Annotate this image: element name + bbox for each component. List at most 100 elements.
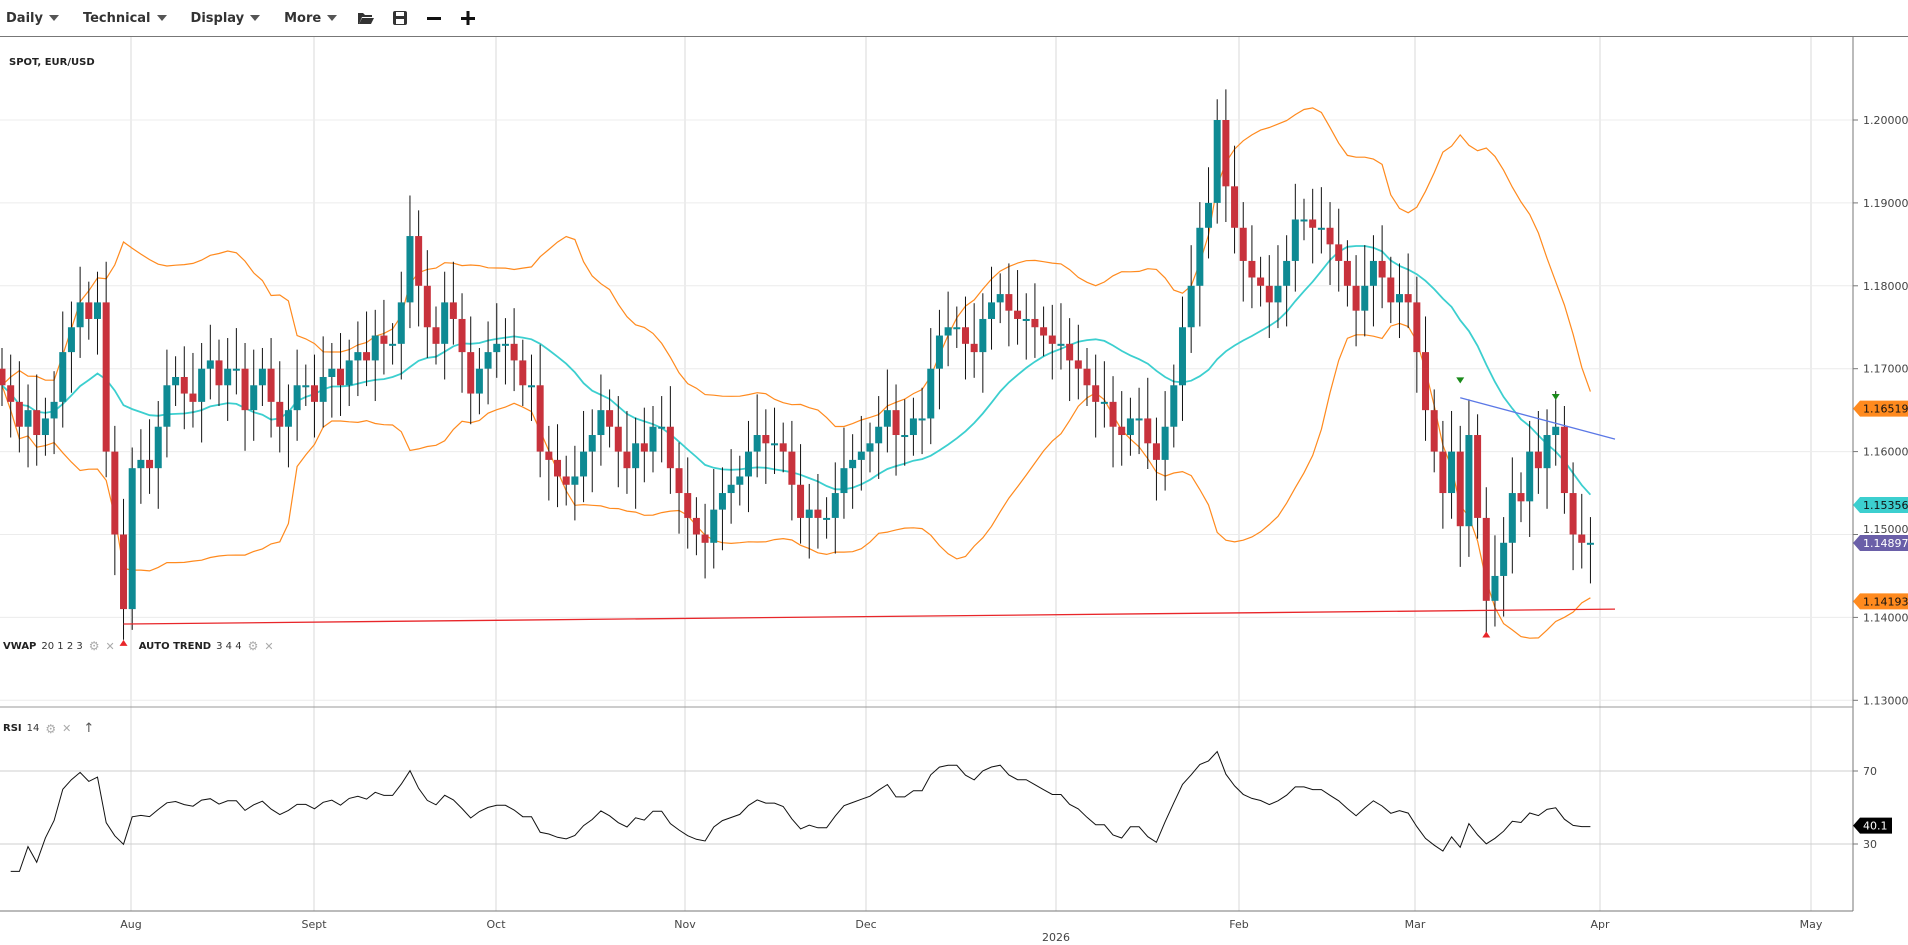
candle-body — [753, 435, 761, 452]
candle-body — [1213, 120, 1221, 203]
candle-body — [102, 302, 110, 452]
daily-menu[interactable]: Daily — [6, 11, 59, 26]
candle — [1144, 377, 1152, 470]
caret-down-icon — [48, 15, 59, 21]
x-tick-label: Oct — [486, 918, 506, 931]
candle — [363, 311, 371, 387]
close-icon[interactable]: ✕ — [105, 639, 115, 653]
candle-body — [718, 493, 726, 510]
candle — [1465, 399, 1473, 557]
candle-body — [1395, 294, 1403, 303]
display-menu[interactable]: Display — [191, 11, 261, 26]
upper-band-tag-text: 1.16519 — [1863, 403, 1908, 416]
candle-body — [996, 294, 1004, 303]
candle-body — [1074, 360, 1082, 369]
candle-body — [501, 343, 509, 346]
folder-open-icon[interactable] — [355, 7, 377, 29]
candle — [1343, 240, 1351, 307]
y-tick-label: 1.13000 — [1863, 694, 1908, 707]
candle-body — [1274, 285, 1282, 303]
mid-line-tag-shape — [1853, 496, 1908, 513]
technical-menu[interactable]: Technical — [83, 11, 167, 26]
gear-icon[interactable]: ⚙ — [45, 721, 57, 736]
candle — [1048, 304, 1056, 380]
candle-body — [1170, 385, 1178, 427]
candle-body — [988, 302, 996, 319]
candle — [371, 309, 379, 402]
candle-body — [831, 493, 839, 518]
candle-body — [1552, 426, 1560, 436]
candle — [1378, 225, 1386, 309]
candle-body — [979, 318, 987, 353]
candle — [753, 394, 761, 478]
candle-body — [493, 343, 501, 353]
candle — [284, 384, 292, 468]
candle-body — [814, 509, 822, 518]
candle-body — [1178, 327, 1186, 386]
candle — [1257, 256, 1265, 307]
candle-body — [1239, 227, 1247, 261]
candle — [692, 497, 700, 556]
candle-body — [406, 236, 414, 303]
close-icon[interactable]: ✕ — [264, 639, 274, 653]
candle-body — [76, 302, 84, 328]
lower-band-tag-text: 1.14193 — [1863, 595, 1908, 608]
more-menu[interactable]: More — [284, 11, 338, 26]
candle — [536, 344, 544, 478]
candle-body — [527, 385, 535, 388]
trend-lines — [119, 377, 1616, 646]
zoom-in-icon[interactable] — [457, 7, 479, 29]
candle-body — [744, 451, 752, 477]
candle-body — [675, 468, 683, 494]
candle — [15, 361, 23, 453]
candle-body — [1152, 443, 1160, 460]
candle — [554, 424, 562, 508]
candle — [1439, 420, 1447, 529]
candle — [406, 195, 414, 329]
candle — [640, 407, 648, 483]
candle — [823, 497, 831, 539]
candle — [1448, 410, 1456, 519]
candle-body — [614, 426, 622, 452]
zoom-out-icon[interactable] — [423, 7, 445, 29]
candle-body — [363, 352, 371, 361]
candle-body — [276, 401, 284, 427]
candle — [1057, 303, 1065, 370]
candle — [666, 386, 674, 494]
arrow-up-icon[interactable]: ↑ — [83, 721, 95, 736]
candle-body — [397, 302, 405, 344]
candle-body — [172, 376, 180, 386]
candle — [1126, 397, 1134, 456]
candle-body — [59, 352, 67, 402]
candle — [1205, 167, 1213, 259]
rsi-label: RSI — [3, 723, 22, 734]
candle — [1569, 462, 1577, 571]
candle — [988, 266, 996, 350]
candle — [206, 324, 214, 400]
candle — [50, 371, 58, 455]
candle — [7, 354, 15, 438]
candle — [1152, 417, 1160, 501]
candle — [875, 396, 883, 479]
gear-icon[interactable]: ⚙ — [88, 639, 100, 653]
candle-body — [1022, 318, 1030, 321]
candle — [163, 349, 171, 458]
candle — [1517, 472, 1525, 523]
close-icon[interactable]: ✕ — [62, 722, 72, 735]
candle — [215, 339, 223, 407]
candle — [805, 483, 813, 559]
save-icon[interactable] — [389, 7, 411, 29]
candle — [146, 419, 154, 494]
candle — [154, 401, 162, 509]
candle — [432, 306, 440, 365]
candle — [892, 384, 900, 476]
candle — [1474, 414, 1482, 539]
gear-icon[interactable]: ⚙ — [247, 639, 259, 653]
candle — [319, 336, 327, 428]
candle — [1135, 387, 1143, 455]
candle — [484, 321, 492, 405]
candle — [1283, 235, 1291, 327]
candle-body — [1231, 186, 1239, 228]
candle — [267, 338, 275, 438]
